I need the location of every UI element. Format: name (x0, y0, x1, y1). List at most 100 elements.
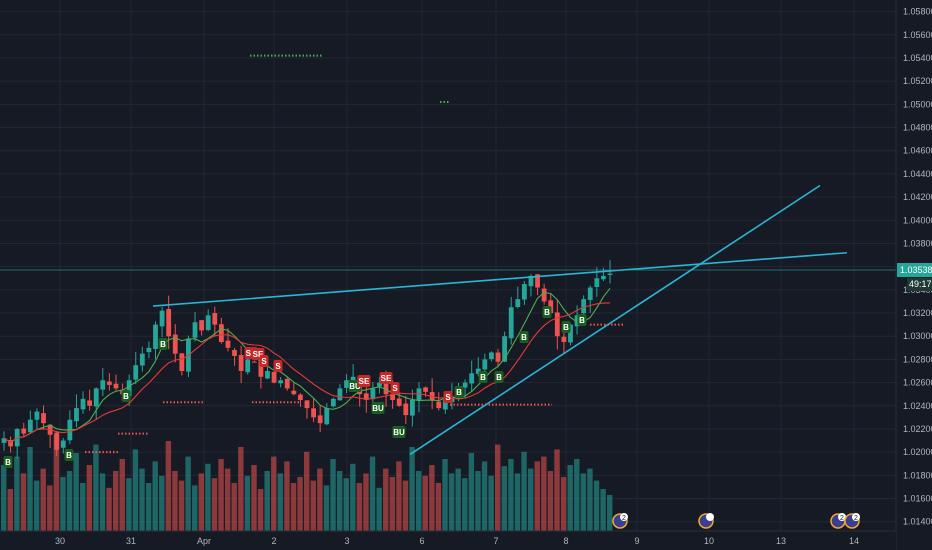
candle-body (126, 380, 132, 397)
signal-buy: BU (392, 426, 406, 438)
candle-body (317, 415, 323, 424)
volume-bar (139, 468, 145, 531)
y-tick-label: 1.01800 (903, 470, 932, 480)
volume-bar (554, 449, 560, 531)
y-tick-label: 1.02000 (903, 447, 932, 457)
candle-body (34, 411, 40, 420)
countdown-tag: 49:17 (907, 278, 932, 291)
volume-bar (409, 447, 415, 531)
event-badge-count: 2 (840, 515, 844, 522)
signal-text: B (66, 451, 72, 460)
candle-body (442, 399, 448, 410)
volume-bar (567, 465, 573, 531)
candle-body (377, 382, 382, 387)
volume-bar (290, 483, 297, 531)
signal-sell: S (259, 355, 269, 367)
candle-body (535, 274, 540, 288)
candle-body (396, 398, 402, 406)
signal-text: B (160, 340, 166, 349)
volume-bar (99, 473, 106, 531)
y-tick-label: 1.03800 (903, 238, 932, 248)
candle-body (8, 440, 13, 447)
candle-body (41, 413, 46, 424)
volume-bar (198, 473, 205, 531)
trendline[interactable] (152, 251, 848, 307)
candle-body (146, 347, 152, 353)
volume-bar (475, 471, 481, 531)
signal-text: S (445, 393, 451, 402)
candle-body (60, 440, 66, 448)
candle-body (383, 381, 389, 395)
event-badges[interactable]: 2 2 2 (612, 513, 860, 529)
candle-body (528, 275, 534, 287)
candle-body (106, 381, 112, 385)
candle-body (212, 313, 218, 325)
volume-bar (185, 456, 191, 531)
signal-text: B (521, 333, 527, 342)
volume-bar (7, 489, 13, 531)
volume-bar (350, 463, 356, 531)
volume-bar (396, 461, 402, 531)
candle-body (166, 309, 172, 337)
current-price-tag: 1.03538 (897, 263, 932, 277)
volume-bar (534, 461, 540, 531)
volume-bar (304, 451, 310, 531)
volume-bar (448, 473, 455, 531)
y-tick-label: 1.04200 (903, 192, 932, 202)
event-badge[interactable]: 2 (830, 513, 846, 529)
time-axis[interactable]: 30 31 Apr 2 3 6 7 8 9 10 13 14 (0, 530, 896, 550)
volume-bar (205, 463, 211, 531)
candle-body (218, 324, 224, 343)
candle-body (298, 394, 303, 400)
signal-sell: SE (357, 375, 371, 387)
event-badge[interactable]: 2 (844, 513, 860, 529)
volume-bar (119, 459, 125, 531)
event-badge[interactable] (698, 513, 714, 529)
trendline[interactable] (409, 184, 821, 456)
volume-bar (93, 444, 99, 531)
volume-bar (521, 451, 527, 531)
y-tick-label: 1.02800 (903, 354, 932, 364)
candle-body (311, 408, 316, 418)
event-badge-count: 2 (854, 515, 858, 522)
candle-body (330, 398, 336, 407)
candle-body (554, 312, 560, 337)
y-tick-label: 1.05200 (903, 76, 932, 86)
candle-body (113, 383, 119, 389)
candle-body (568, 324, 573, 343)
signal-text: B (496, 373, 502, 382)
volume-bar (159, 475, 165, 531)
volume-bar (231, 483, 237, 531)
y-tick-label: 1.02400 (903, 401, 932, 411)
candle-body (469, 373, 475, 384)
volume-bar (27, 447, 33, 531)
chart-grid (0, 0, 896, 531)
signal-sell: S (443, 391, 453, 403)
event-badge[interactable]: 2 (612, 513, 628, 529)
y-tick-label: 1.03000 (903, 331, 932, 341)
candle-body (594, 278, 600, 287)
volume-bar (580, 473, 587, 531)
volume-bar (112, 471, 119, 531)
trendlines[interactable] (152, 184, 848, 456)
candle-body (482, 359, 488, 370)
candle-body (153, 324, 158, 349)
signal-sell: SE (379, 372, 393, 384)
candle-body (508, 307, 514, 339)
volume-bar (40, 468, 46, 531)
y-tick-label: 1.04400 (903, 169, 932, 179)
candle-body (403, 403, 409, 416)
volume-bar (152, 461, 158, 531)
signal-text: B (579, 316, 585, 325)
signal-sell: S (390, 382, 400, 394)
volume-bar (560, 477, 567, 531)
volume-bar (33, 480, 40, 531)
candle-body (251, 361, 257, 363)
volume-bar (369, 456, 376, 531)
volume-bar (211, 478, 218, 531)
volume-bar (14, 456, 20, 531)
candle-body (601, 275, 606, 280)
volume-bar (224, 468, 231, 531)
